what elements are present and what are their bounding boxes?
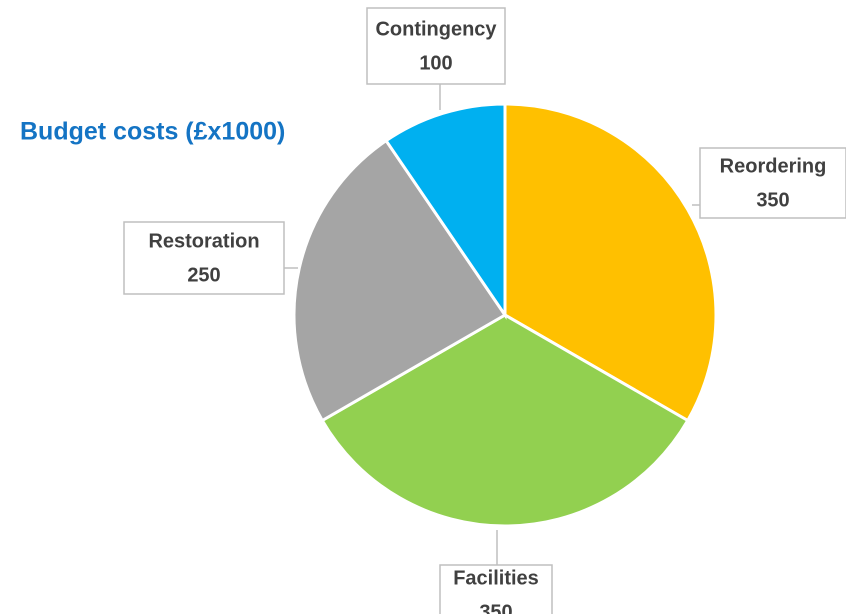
slice-value: 350 xyxy=(756,189,789,211)
pie-slice xyxy=(320,313,690,528)
slice-label: Restoration xyxy=(148,230,259,252)
slice-label: Reordering xyxy=(720,155,827,177)
chart-title: Budget costs (£x1000) xyxy=(20,118,285,146)
label-box xyxy=(439,564,553,614)
pie-slice xyxy=(503,102,718,423)
slice-value: 250 xyxy=(187,264,220,286)
label-box xyxy=(123,221,285,295)
pie-slice xyxy=(292,138,508,423)
slice-value: 350 xyxy=(479,601,512,614)
label-box xyxy=(366,7,506,85)
slice-label: Facilities xyxy=(453,567,539,589)
pie-slice xyxy=(384,102,507,320)
slice-value: 100 xyxy=(419,52,452,74)
slice-label: Contingency xyxy=(375,18,497,40)
label-box xyxy=(699,147,846,219)
